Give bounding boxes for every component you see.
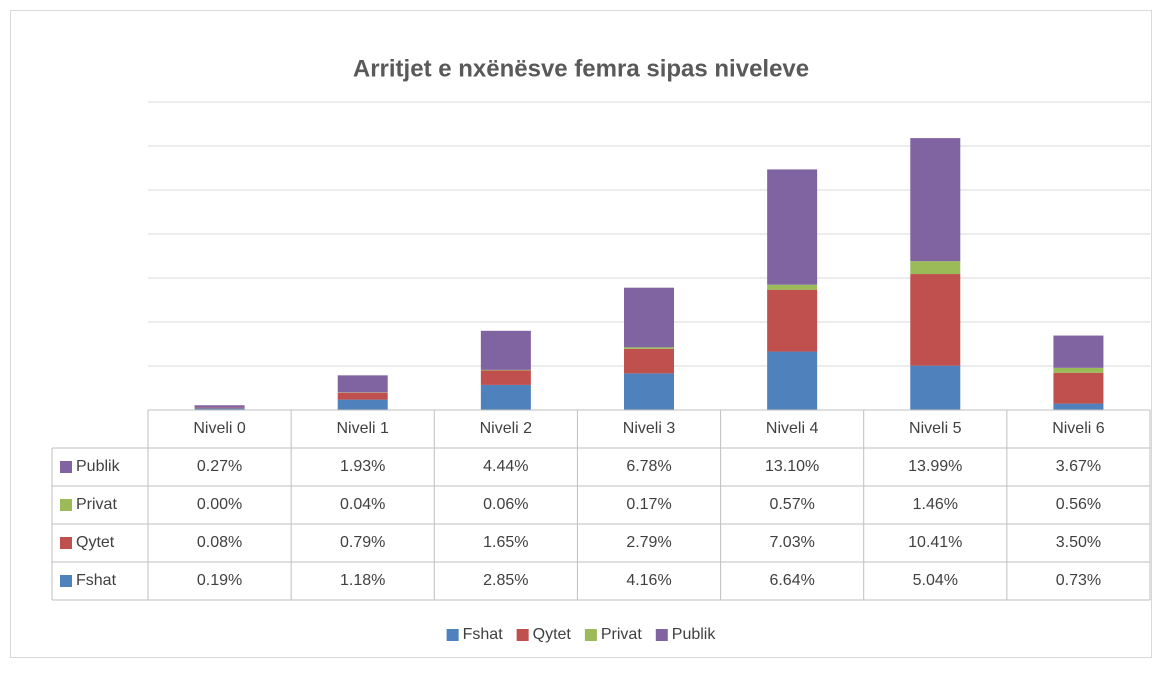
legend-key	[656, 629, 668, 641]
chart-border	[11, 11, 1152, 658]
bar-segment	[767, 169, 817, 284]
bar-segment	[910, 366, 960, 410]
bar-segment	[910, 261, 960, 274]
table-value: 0.73%	[1056, 572, 1101, 589]
table-value: 10.41%	[908, 534, 962, 551]
bar-segment	[910, 274, 960, 366]
series-label: Fshat	[76, 572, 117, 589]
legend-key	[585, 629, 597, 641]
category-label: Niveli 4	[766, 420, 819, 437]
bar-segment	[910, 138, 960, 261]
table-value: 13.99%	[908, 458, 962, 475]
table-value: 6.78%	[626, 458, 671, 475]
bar-segment	[1053, 336, 1103, 368]
table-value: 3.67%	[1056, 458, 1101, 475]
table-value: 0.06%	[483, 496, 528, 513]
table-value: 0.17%	[626, 496, 671, 513]
table-value: 3.50%	[1056, 534, 1101, 551]
bar-segment	[338, 400, 388, 410]
bar-segment	[481, 370, 531, 385]
bar-segment	[624, 347, 674, 348]
bar-segment	[338, 375, 388, 392]
category-label: Niveli 2	[480, 420, 533, 437]
table-value: 0.04%	[340, 496, 385, 513]
category-label: Niveli 0	[193, 420, 246, 437]
bar-segment	[481, 385, 531, 410]
bar-segment	[481, 370, 531, 371]
table-value: 4.44%	[483, 458, 528, 475]
bar-segment	[1053, 404, 1103, 410]
legend-key	[447, 629, 459, 641]
table-value: 4.16%	[626, 572, 671, 589]
category-label: Niveli 1	[336, 420, 389, 437]
legend-label: Publik	[672, 626, 717, 643]
bar-segment	[1053, 368, 1103, 373]
series-label: Privat	[76, 496, 117, 513]
bar-segment	[338, 393, 388, 400]
bar-segment	[624, 349, 674, 374]
table-value: 13.10%	[765, 458, 819, 475]
table-value: 0.19%	[197, 572, 242, 589]
category-label: Niveli 3	[623, 420, 676, 437]
chart-title: Arritjet e nxënësve femra sipas niveleve	[353, 55, 809, 82]
category-label: Niveli 6	[1052, 420, 1105, 437]
table-value: 0.27%	[197, 458, 242, 475]
bar-segment	[1053, 373, 1103, 404]
table-value: 1.46%	[913, 496, 958, 513]
bar-segment	[767, 352, 817, 410]
table-value: 0.57%	[769, 496, 814, 513]
legend-key	[60, 499, 72, 511]
bar-segment	[767, 290, 817, 352]
legend-key	[60, 575, 72, 587]
table-value: 2.85%	[483, 572, 528, 589]
table-value: 7.03%	[769, 534, 814, 551]
table-value: 1.65%	[483, 534, 528, 551]
legend-key	[517, 629, 529, 641]
legend-label: Fshat	[463, 626, 504, 643]
table-value: 1.18%	[340, 572, 385, 589]
bar-segment	[195, 408, 245, 409]
legend-label: Privat	[601, 626, 642, 643]
bar-segment	[195, 405, 245, 407]
table-value: 0.08%	[197, 534, 242, 551]
legend-key	[60, 461, 72, 473]
table-value: 0.00%	[197, 496, 242, 513]
series-label: Publik	[76, 458, 121, 475]
bar-segment	[624, 288, 674, 348]
bar-segment	[767, 285, 817, 290]
category-label: Niveli 5	[909, 420, 962, 437]
table-value: 0.79%	[340, 534, 385, 551]
table-value: 0.56%	[1056, 496, 1101, 513]
table-value: 5.04%	[913, 572, 958, 589]
legend-key	[60, 537, 72, 549]
table-value: 1.93%	[340, 458, 385, 475]
bar-segment	[481, 331, 531, 370]
bar-segment	[624, 373, 674, 410]
table-value: 6.64%	[769, 572, 814, 589]
legend-label: Qytet	[533, 626, 572, 643]
table-value: 2.79%	[626, 534, 671, 551]
series-label: Qytet	[76, 534, 115, 551]
